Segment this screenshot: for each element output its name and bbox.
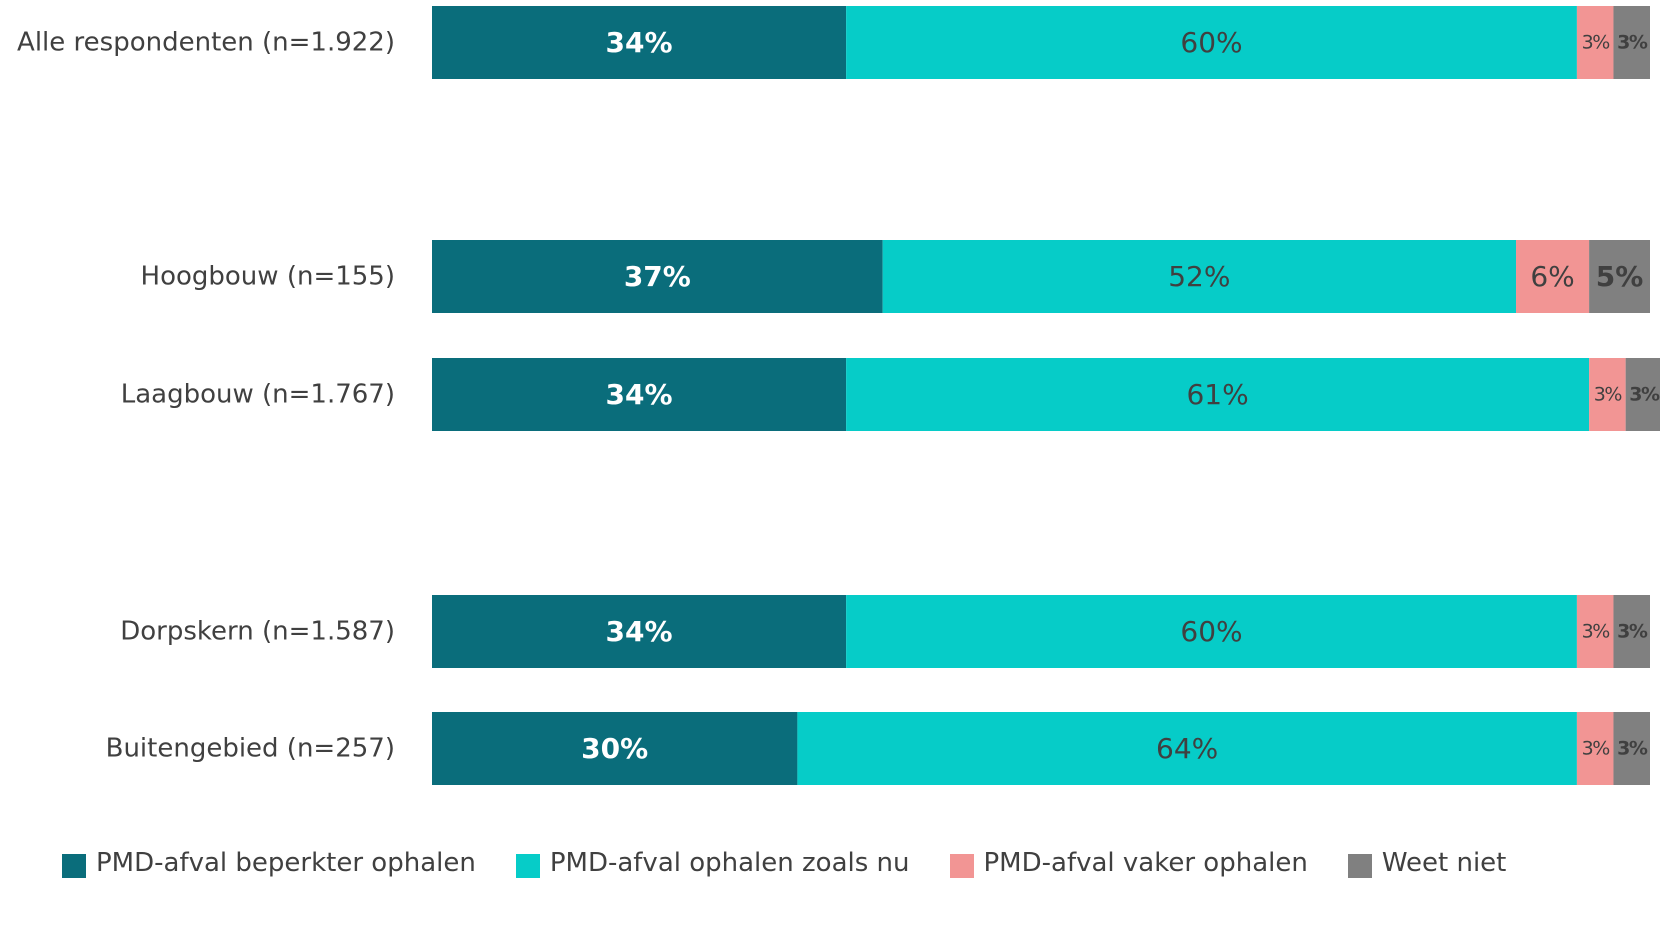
bar-segment [846, 358, 1590, 431]
data-label: 34% [606, 378, 673, 411]
data-label: 3% [1582, 621, 1610, 643]
category-label: Alle respondenten (n=1.922) [17, 28, 395, 58]
data-label: 5% [1596, 260, 1644, 293]
bar-segment [432, 6, 847, 79]
bar-segment [1625, 358, 1660, 431]
data-label: 30% [581, 732, 648, 765]
bar-segment [432, 240, 883, 313]
data-label: 3% [1629, 384, 1660, 406]
bar-segment [1576, 6, 1614, 79]
bar-segment [1613, 6, 1650, 79]
data-label: 34% [606, 615, 673, 648]
bar-segment [846, 595, 1577, 668]
data-label: 64% [1156, 732, 1218, 765]
category-label: Hoogbouw (n=155) [141, 262, 395, 292]
bar-segment [1589, 358, 1626, 431]
data-label: 37% [624, 260, 691, 293]
bar-segment [1576, 712, 1614, 785]
data-label: 60% [1180, 615, 1242, 648]
legend-item: PMD-afval beperkter ophalen [62, 848, 476, 878]
data-label: 3% [1594, 384, 1622, 406]
bar-segment [846, 6, 1577, 79]
legend-swatch [949, 854, 974, 878]
legend-label: PMD-afval beperkter ophalen [96, 848, 476, 878]
legend-item: PMD-afval ophalen zoals nu [515, 848, 910, 878]
bar-segment [882, 240, 1517, 313]
category-label: Laagbouw (n=1.767) [121, 380, 395, 410]
bar-segment [1576, 595, 1614, 668]
legend-swatch [1347, 854, 1372, 878]
data-label: 61% [1186, 378, 1248, 411]
data-label: 34% [606, 26, 673, 59]
legend-label: Weet niet [1381, 848, 1507, 878]
bar-segment [1613, 712, 1650, 785]
category-label: Buitengebied (n=257) [106, 734, 395, 764]
bar-segment [432, 595, 847, 668]
data-label: 3% [1617, 32, 1648, 54]
data-label: 3% [1617, 738, 1648, 760]
data-label: 3% [1617, 621, 1648, 643]
data-label: 60% [1180, 26, 1242, 59]
data-label: 3% [1582, 738, 1610, 760]
legend-label: PMD-afval vaker ophalen [983, 848, 1308, 878]
legend-item: PMD-afval vaker ophalen [949, 848, 1308, 878]
data-label: 3% [1582, 32, 1610, 54]
bar-segment [1613, 595, 1650, 668]
bar-segment [1589, 240, 1650, 313]
bar-segment [1516, 240, 1590, 313]
legend-swatch [62, 854, 86, 878]
legend-item: Weet niet [1347, 848, 1507, 878]
legend: PMD-afval beperkter ophalen PMD-afval oph… [62, 843, 1546, 883]
legend-label: PMD-afval ophalen zoals nu [549, 848, 910, 878]
data-label: 52% [1168, 260, 1230, 293]
bar-segment [432, 712, 798, 785]
bar-segment [432, 358, 847, 431]
bar-segment [797, 712, 1577, 785]
data-label: 6% [1530, 260, 1574, 293]
category-label: Dorpskern (n=1.587) [120, 617, 395, 647]
legend-swatch [515, 854, 540, 878]
